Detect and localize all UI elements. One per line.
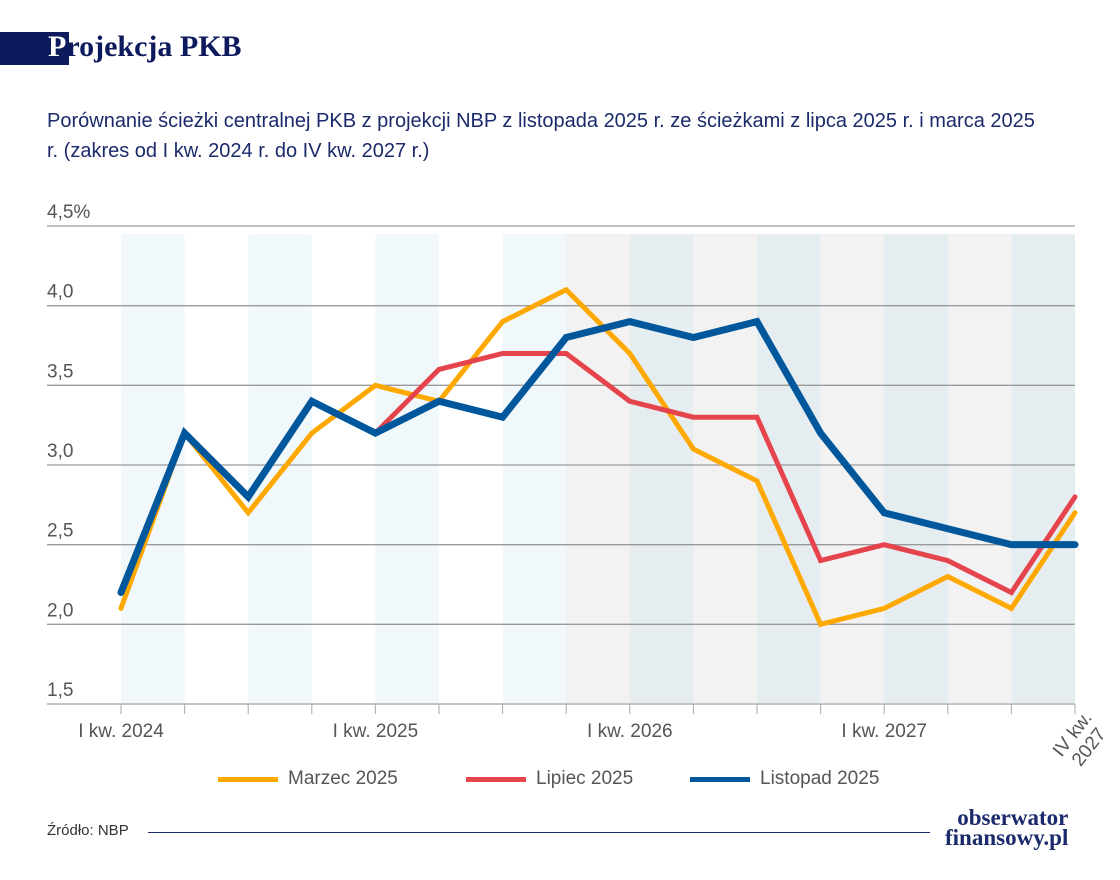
y-tick-label: 3,5 (47, 361, 73, 382)
column-band (757, 234, 821, 704)
title-accent-bar (0, 32, 69, 65)
y-tick-label: 1,5 (47, 680, 73, 701)
legend-swatch (466, 776, 526, 782)
legend-label: Marzec 2025 (288, 768, 398, 789)
y-tick-label: 4,5% (47, 202, 90, 223)
y-tick-label: 2,0 (47, 600, 73, 621)
series-line-0 (118, 286, 1078, 628)
column-band (502, 234, 567, 704)
legend-item-marzec: Marzec 2025 (218, 768, 398, 790)
column-band (884, 234, 948, 704)
logo-line2: finansowy.pl (945, 825, 1069, 850)
column-band (629, 234, 694, 704)
chart-subtitle: Porównanie ścieżki centralnej PKB z proj… (47, 110, 1035, 162)
legend-label: Lipiec 2025 (536, 768, 634, 789)
legend-label: Listopad 2025 (760, 768, 880, 789)
footer-divider (148, 832, 930, 833)
y-tick-label: 3,0 (47, 441, 73, 462)
x-tick-label: I kw. 2025 (333, 721, 419, 742)
x-tick-label: IV kw.2027 (1049, 708, 1113, 774)
legend-item-lipiec: Lipiec 2025 (466, 768, 633, 790)
title-first-letter: P (48, 30, 67, 63)
series-line-1 (372, 350, 1078, 596)
x-tick-label: I kw. 2026 (587, 721, 673, 742)
x-tick-label: I kw. 2027 (841, 721, 927, 742)
source-note: Źródło: NBP (47, 822, 129, 839)
page-title: Projekcja PKB (48, 30, 242, 64)
logo-line1: obserwator (957, 805, 1069, 830)
legend-swatch (218, 776, 278, 782)
series-line-2 (117, 317, 1079, 596)
column-band (1011, 234, 1075, 704)
legend-item-listopad: Listopad 2025 (690, 768, 879, 790)
column-band (375, 234, 439, 704)
y-tick-label: 4,0 (47, 282, 73, 303)
legend-swatch (690, 776, 750, 782)
x-tick-label: I kw. 2024 (78, 721, 164, 742)
y-tick-label: 2,5 (47, 521, 73, 542)
logo: obserwator finansowy.pl (945, 805, 1069, 850)
column-band (121, 234, 185, 704)
legend: Marzec 2025 Lipiec 2025 Listopad 2025 (0, 768, 1120, 798)
title-rest: rojekcja PKB (66, 30, 242, 63)
